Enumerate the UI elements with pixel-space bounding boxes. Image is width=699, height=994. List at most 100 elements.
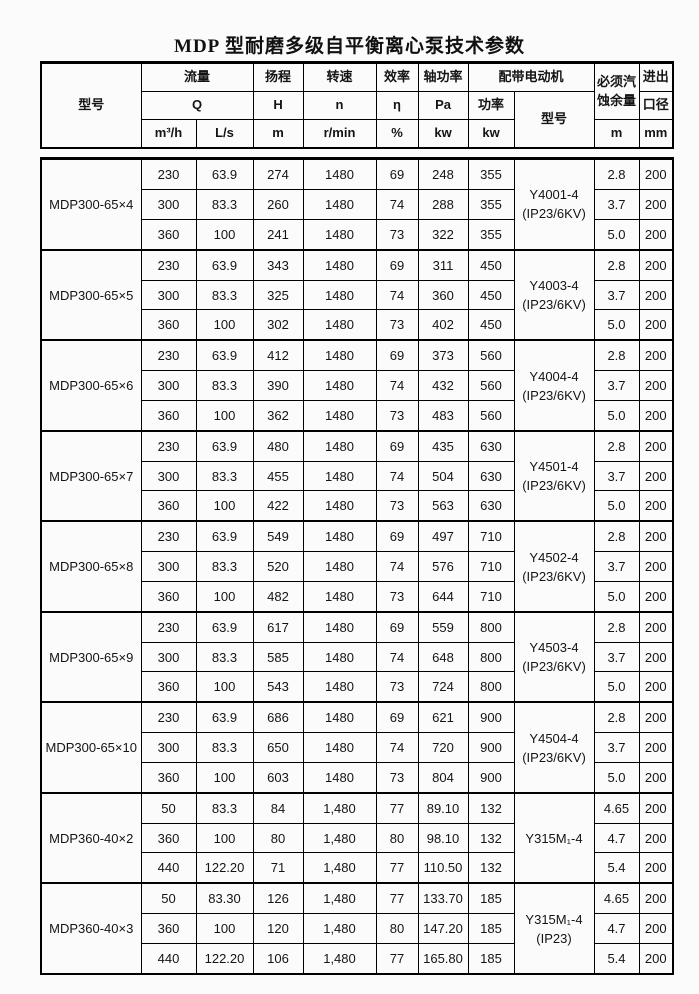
cell-efficiency-pct: 69 xyxy=(375,520,419,553)
header-head: 扬程 xyxy=(252,62,304,92)
cell-speed-rpm: 1480 xyxy=(302,551,377,582)
cell-efficiency-pct: 69 xyxy=(375,429,419,462)
cell-head-m: 482 xyxy=(252,580,304,613)
cell-npsh-m: 2.8 xyxy=(593,339,640,372)
cell-head-m: 362 xyxy=(252,399,304,432)
cell-q-ls: 63.9 xyxy=(195,248,254,281)
cell-port-mm: 200 xyxy=(638,852,674,884)
model-cell: MDP300-65×8 xyxy=(40,520,142,613)
cell-q-m3h: 300 xyxy=(140,551,197,582)
page-title: MDP 型耐磨多级自平衡离心泵技术参数 xyxy=(174,36,525,57)
cell-port-mm: 200 xyxy=(638,701,674,734)
motor-model-cell: Y315M₁-4 (IP23) xyxy=(513,882,595,975)
cell-port-mm: 200 xyxy=(638,157,674,191)
cell-efficiency-pct: 73 xyxy=(375,490,419,522)
cell-npsh-m: 4.7 xyxy=(593,822,640,854)
cell-q-ls: 83.3 xyxy=(195,732,254,763)
cell-motor-power-kw: 560 xyxy=(467,399,515,432)
model-cell: MDP300-65×5 xyxy=(40,248,142,341)
cell-shaft-power-kw: 720 xyxy=(417,732,469,763)
motor-model-line: (IP23/6KV) xyxy=(522,387,586,403)
cell-shaft-power-kw: 248 xyxy=(417,157,469,191)
motor-model-line: (IP23/6KV) xyxy=(522,749,586,765)
cell-speed-rpm: 1480 xyxy=(302,490,377,522)
cell-npsh-m: 5.0 xyxy=(593,309,640,341)
motor-model-line: Y4003-4 xyxy=(529,278,579,294)
cell-q-m3h: 360 xyxy=(140,309,197,341)
cell-q-m3h: 360 xyxy=(140,218,197,251)
header-motor-power: 功率 xyxy=(467,91,515,120)
motor-model-line: (IP23/6KV) xyxy=(522,206,586,222)
cell-efficiency-pct: 69 xyxy=(375,157,419,191)
cell-efficiency-pct: 73 xyxy=(375,671,419,703)
motor-model-cell: Y4504-4 (IP23/6KV) xyxy=(513,701,595,794)
cell-q-ls: 63.9 xyxy=(195,157,254,191)
cell-npsh-m: 5.0 xyxy=(593,671,640,703)
cell-head-m: 302 xyxy=(252,309,304,341)
cell-head-m: 603 xyxy=(252,761,304,794)
cell-motor-power-kw: 355 xyxy=(467,189,515,220)
header-speed-unit: r/min xyxy=(302,119,377,149)
cell-motor-power-kw: 355 xyxy=(467,157,515,191)
cell-head-m: 71 xyxy=(252,852,304,884)
cell-head-m: 260 xyxy=(252,189,304,220)
cell-speed-rpm: 1480 xyxy=(302,339,377,372)
cell-npsh-m: 4.65 xyxy=(593,791,640,824)
cell-q-m3h: 50 xyxy=(140,791,197,824)
header-port-line2: 口径 xyxy=(638,91,674,120)
cell-port-mm: 200 xyxy=(638,309,674,341)
cell-shaft-power-kw: 648 xyxy=(417,641,469,673)
motor-model-line: (IP23/6KV) xyxy=(522,478,586,494)
header-speed-symbol: n xyxy=(302,91,377,120)
cell-port-mm: 200 xyxy=(638,460,674,492)
header-efficiency: 效率 xyxy=(375,62,419,92)
cell-shaft-power-kw: 288 xyxy=(417,189,469,220)
cell-q-ls: 100 xyxy=(195,218,254,251)
cell-efficiency-pct: 80 xyxy=(375,822,419,854)
cell-port-mm: 200 xyxy=(638,641,674,673)
header-efficiency-symbol: η xyxy=(375,91,419,120)
cell-head-m: 241 xyxy=(252,218,304,251)
cell-q-m3h: 440 xyxy=(140,852,197,884)
motor-model-cell: Y4001-4 (IP23/6KV) xyxy=(513,157,595,251)
cell-port-mm: 200 xyxy=(638,551,674,582)
model-cell: MDP360-40×3 xyxy=(40,882,142,975)
cell-q-m3h: 230 xyxy=(140,701,197,734)
cell-motor-power-kw: 450 xyxy=(467,248,515,281)
cell-motor-power-kw: 560 xyxy=(467,339,515,372)
cell-speed-rpm: 1480 xyxy=(302,580,377,613)
cell-port-mm: 200 xyxy=(638,942,674,975)
cell-shaft-power-kw: 147.20 xyxy=(417,913,469,944)
header-motor-model: 型号 xyxy=(513,91,595,149)
cell-speed-rpm: 1480 xyxy=(302,279,377,311)
cell-efficiency-pct: 69 xyxy=(375,610,419,643)
header-shaft-power-unit: kw xyxy=(417,119,469,149)
cell-port-mm: 200 xyxy=(638,610,674,643)
cell-q-m3h: 300 xyxy=(140,279,197,311)
cell-q-m3h: 360 xyxy=(140,490,197,522)
cell-npsh-m: 4.65 xyxy=(593,882,640,915)
cell-q-ls: 63.9 xyxy=(195,429,254,462)
cell-motor-power-kw: 900 xyxy=(467,761,515,794)
cell-head-m: 585 xyxy=(252,641,304,673)
cell-motor-power-kw: 185 xyxy=(467,882,515,915)
cell-shaft-power-kw: 621 xyxy=(417,701,469,734)
cell-motor-power-kw: 132 xyxy=(467,852,515,884)
header-shaft-power: 轴功率 xyxy=(417,62,469,92)
cell-head-m: 390 xyxy=(252,370,304,401)
cell-shaft-power-kw: 432 xyxy=(417,370,469,401)
cell-head-m: 520 xyxy=(252,551,304,582)
cell-port-mm: 200 xyxy=(638,822,674,854)
cell-speed-rpm: 1480 xyxy=(302,732,377,763)
cell-q-ls: 63.9 xyxy=(195,339,254,372)
header-flow-symbol: Q xyxy=(140,91,254,120)
cell-head-m: 422 xyxy=(252,490,304,522)
cell-port-mm: 200 xyxy=(638,791,674,824)
model-cell: MDP300-65×10 xyxy=(40,701,142,794)
cell-port-mm: 200 xyxy=(638,248,674,281)
motor-model-line: (IP23/6KV) xyxy=(522,568,586,584)
cell-speed-rpm: 1,480 xyxy=(302,882,377,915)
cell-speed-rpm: 1480 xyxy=(302,460,377,492)
header-port-unit: mm xyxy=(638,119,674,149)
cell-q-ls: 100 xyxy=(195,399,254,432)
